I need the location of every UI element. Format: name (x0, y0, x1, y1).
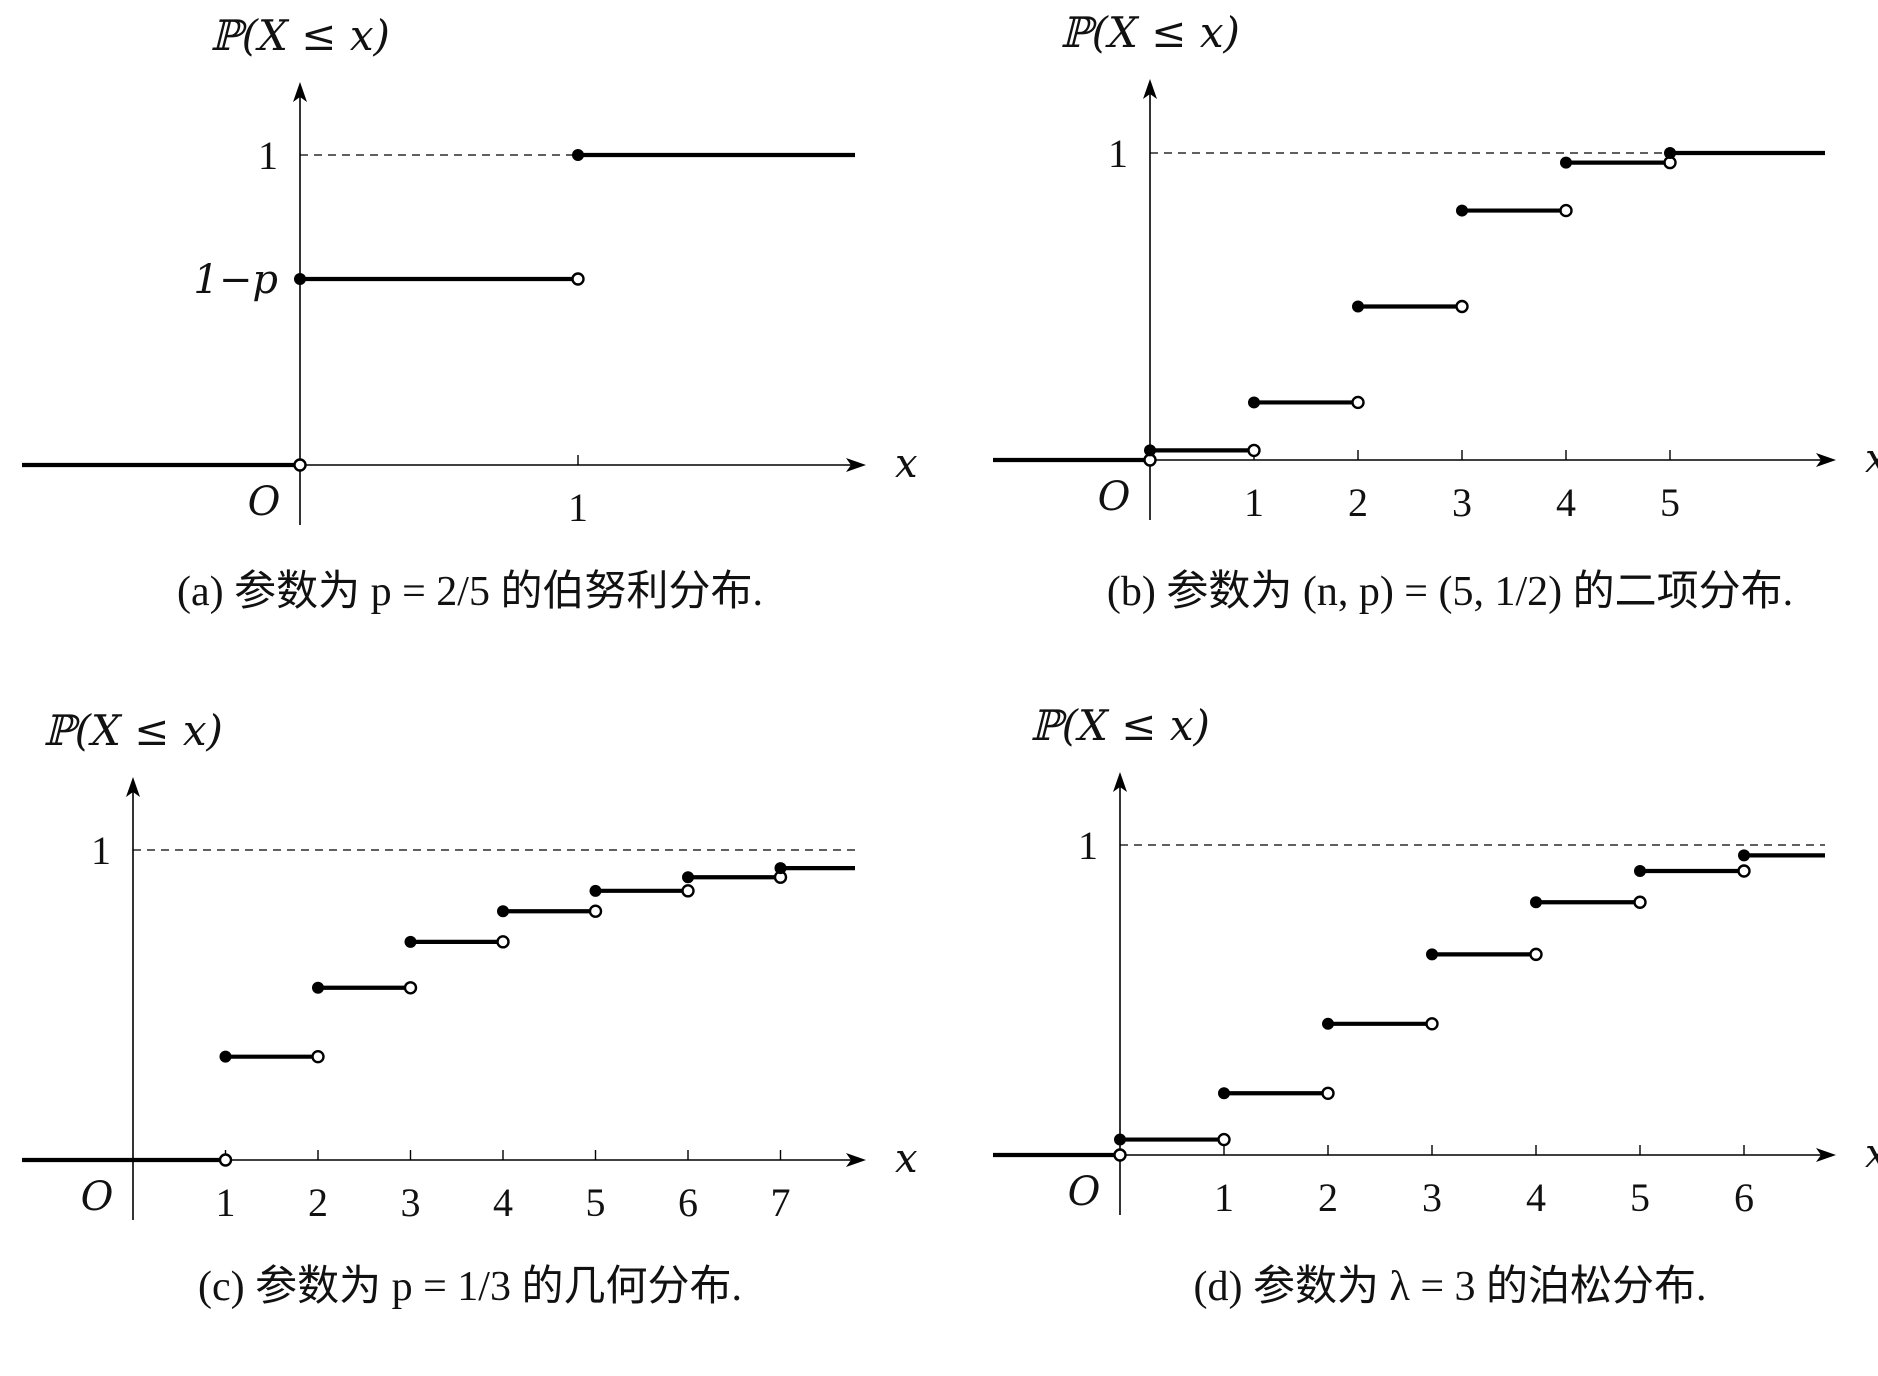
open-circle (1321, 1086, 1335, 1100)
x-tick-label: 4 (1526, 1175, 1546, 1220)
closed-dot (774, 862, 787, 875)
origin-label: O (1068, 1169, 1101, 1215)
closed-dot (1426, 948, 1438, 961)
closed-dot (572, 149, 584, 161)
x-tick-label: 4 (493, 1180, 513, 1225)
open-circle (1633, 895, 1647, 909)
chart-poisson: 1 x ℙ(X ≤ x) O 1 2 3 4 5 6 (d) 参数为 λ = 3 的泊松分布. (993, 701, 1878, 1310)
open-circle (403, 981, 418, 995)
closed-dot (1322, 1017, 1334, 1030)
closed-dot (1248, 396, 1260, 409)
x-tick-label: 2 (308, 1180, 328, 1225)
open-circle (1247, 443, 1261, 458)
closed-dot (1664, 147, 1676, 159)
closed-dot (1738, 849, 1750, 862)
open-circle (681, 884, 695, 898)
open-circle (1455, 299, 1469, 314)
x-axis-label: x (1865, 1131, 1878, 1177)
open-circle (1217, 1132, 1231, 1147)
open-circle (1529, 947, 1543, 962)
x-tick-label: 6 (678, 1180, 698, 1225)
x-tick-label: 7 (771, 1180, 791, 1225)
closed-dot (1560, 156, 1572, 169)
x-tick-label: 4 (1556, 480, 1576, 525)
chart-geometric: 1 x ℙ(X ≤ x) O 1 2 3 4 5 6 7 (c) 参数为 p = 1/3 的几何分布. (22, 706, 918, 1310)
y-tick-label: 1 (91, 828, 111, 873)
open-circle (218, 1153, 233, 1167)
closed-dot (1530, 896, 1542, 909)
closed-dot (312, 981, 324, 994)
origin-label: O (81, 1174, 114, 1220)
x-axis-label: x (895, 1136, 918, 1182)
caption: (c) 参数为 p = 1/3 的几何分布. (198, 1263, 742, 1310)
x-tick-label: 3 (1422, 1175, 1442, 1220)
x-tick-label: 5 (1630, 1175, 1650, 1220)
x-tick-label: 5 (586, 1180, 606, 1225)
closed-dot (589, 884, 602, 897)
y-axis-label: ℙ(X ≤ x) (1030, 701, 1210, 750)
y-tick-label: 1 (258, 133, 278, 178)
x-tick-label: 1 (1244, 480, 1264, 525)
caption: (d) 参数为 λ = 3 的泊松分布. (1193, 1263, 1706, 1310)
closed-dot (219, 1050, 232, 1063)
x-tick-label: 2 (1318, 1175, 1338, 1220)
y-tick-label: 1 (1108, 131, 1128, 176)
x-axis-label: x (1865, 436, 1878, 482)
open-circle (293, 458, 307, 472)
closed-dot (1456, 204, 1468, 217)
x-tick-label: 6 (1734, 1175, 1754, 1220)
closed-dot (682, 871, 694, 884)
x-tick-label: 5 (1660, 480, 1680, 525)
caption: (b) 参数为 (n, p) = (5, 1/2) 的二项分布. (1107, 568, 1793, 615)
y-tick-label: 1 (1078, 823, 1098, 868)
open-circle (1737, 864, 1751, 878)
open-circle (571, 272, 585, 286)
x-axis-label: x (895, 441, 918, 487)
x-tick-label: 1 (568, 485, 588, 530)
closed-dot (1114, 1133, 1126, 1146)
open-circle (1559, 203, 1573, 218)
open-circle (1425, 1017, 1439, 1031)
y-axis-label: ℙ(X ≤ x) (43, 706, 223, 755)
caption: (a) 参数为 p = 2/5 的伯努利分布. (177, 568, 763, 615)
x-tick-label: 1 (1214, 1175, 1234, 1220)
open-circle (311, 1049, 325, 1064)
closed-dot (294, 273, 306, 285)
closed-dot (1634, 865, 1646, 878)
origin-label: O (1098, 474, 1131, 520)
open-circle (1113, 1148, 1127, 1162)
closed-dot (404, 935, 417, 948)
open-circle (496, 935, 510, 949)
closed-dot (497, 905, 509, 918)
x-tick-label: 3 (401, 1180, 421, 1225)
x-tick-label: 1 (216, 1180, 236, 1225)
x-tick-label: 3 (1452, 480, 1472, 525)
open-circle (588, 904, 603, 918)
closed-dot (1352, 300, 1364, 313)
open-circle (1351, 395, 1365, 410)
closed-dot (1144, 444, 1156, 457)
y-axis-label: ℙ(X ≤ x) (1060, 8, 1240, 57)
y-axis-label: ℙ(X ≤ x) (210, 11, 390, 60)
origin-label: O (248, 479, 281, 525)
chart-binomial: 1 x ℙ(X ≤ x) O 1 2 3 4 5 (b) 参数为 (n, p) = (5, 1/2… (993, 8, 1878, 615)
x-tick-label: 2 (1348, 480, 1368, 525)
y-tick-label: 1−p (193, 257, 278, 303)
chart-bernoulli: 1 1−p x ℙ(X ≤ x) O 1 (a) 参数为 p = 2/5 的伯努利分布. (22, 11, 918, 615)
closed-dot (1218, 1087, 1230, 1100)
